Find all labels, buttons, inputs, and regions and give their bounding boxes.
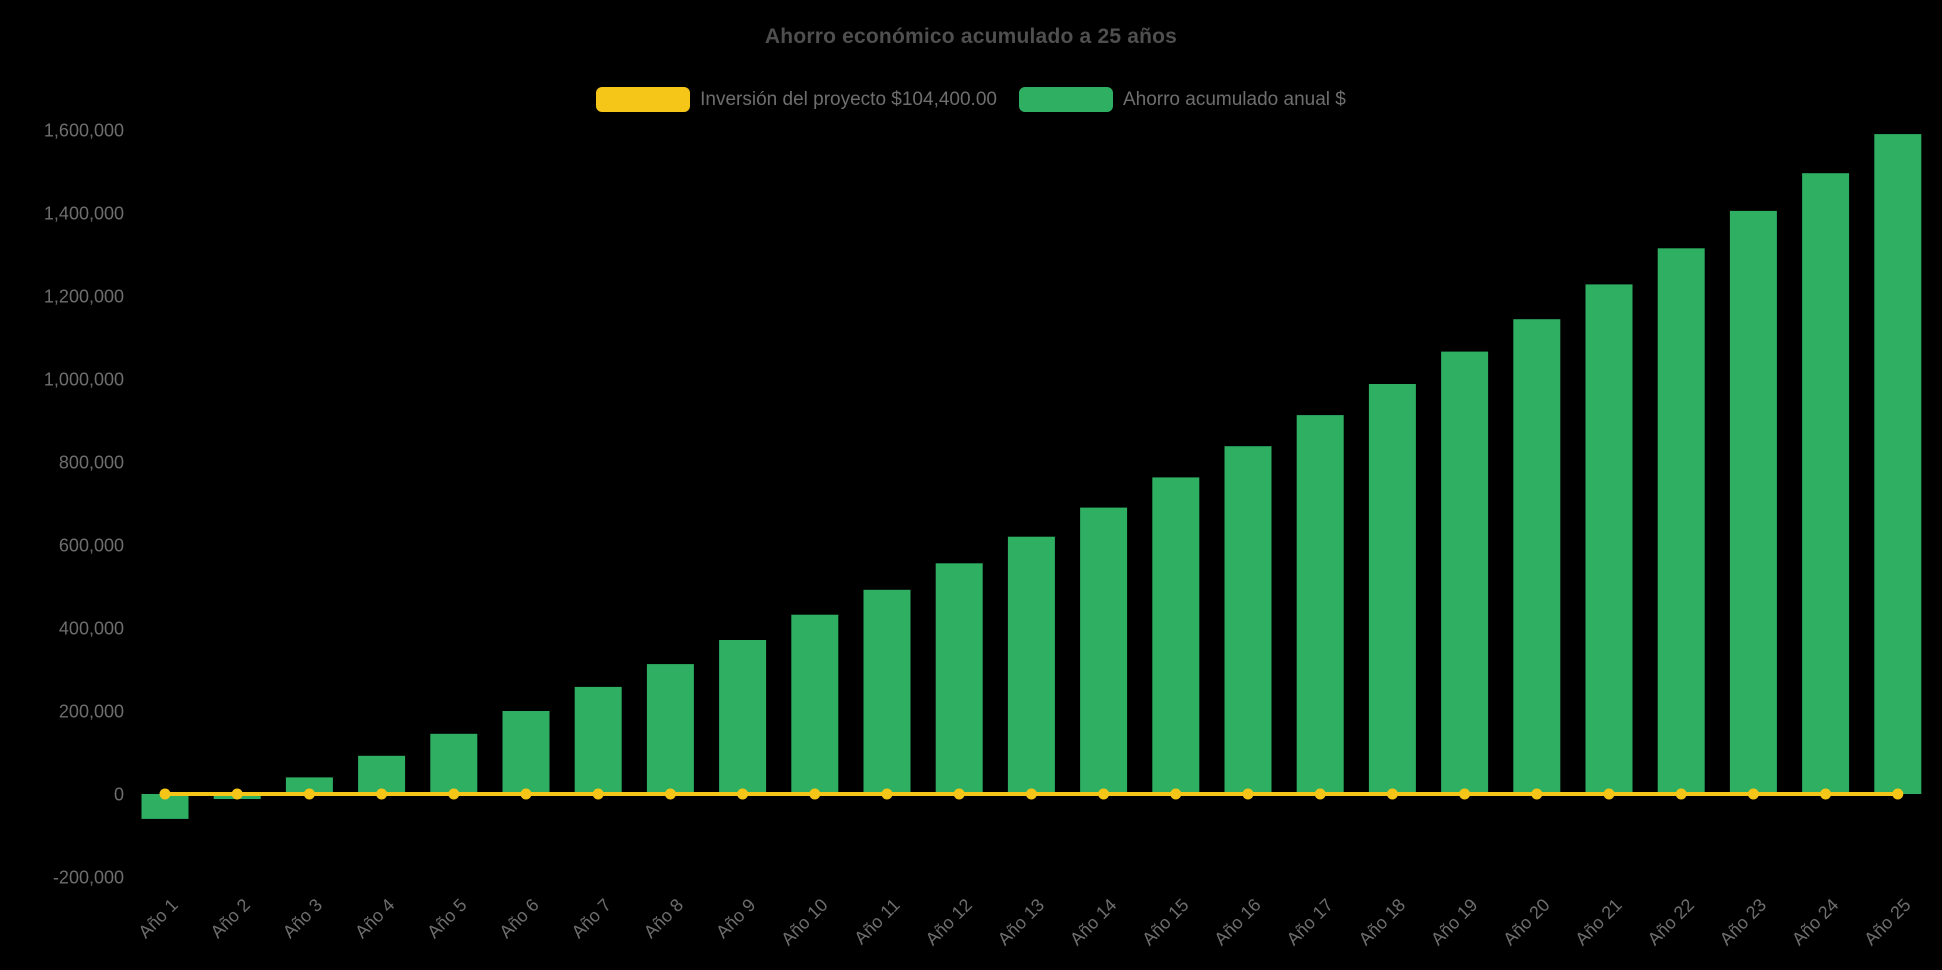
bar-year-10 <box>791 614 839 794</box>
bar-year-9 <box>719 640 767 794</box>
investment-line-point <box>1314 788 1326 800</box>
investment-line-point <box>1459 788 1471 800</box>
bar-year-19 <box>1441 351 1489 794</box>
investment-line-point <box>231 788 243 800</box>
legend-item-savings[interactable]: Ahorro acumulado anual $ <box>1018 87 1346 112</box>
legend-swatch-investment-icon <box>596 87 691 112</box>
bar-year-25 <box>1874 134 1922 795</box>
investment-line-point <box>1170 788 1182 800</box>
x-axis-tick-label: Año 23 <box>1716 895 1770 949</box>
bar-year-23 <box>1729 210 1777 794</box>
legend-label-investment: Inversión del proyecto $104,400.00 <box>700 88 997 110</box>
investment-line-point <box>1747 788 1759 800</box>
x-axis-tick-label: Año 2 <box>207 895 254 942</box>
x-axis-tick-label: Año 14 <box>1066 895 1120 949</box>
bar-year-3 <box>285 777 333 794</box>
x-axis-tick-label: Año 15 <box>1138 895 1192 949</box>
bar-year-22 <box>1657 248 1705 795</box>
x-axis-tick-label: Año 19 <box>1427 895 1481 949</box>
legend-label-savings: Ahorro acumulado anual $ <box>1122 88 1346 110</box>
legend-item-investment[interactable]: Inversión del proyecto $104,400.00 <box>596 87 997 112</box>
x-axis-tick-label: Año 17 <box>1283 895 1337 949</box>
bar-year-4 <box>358 755 406 794</box>
x-axis-tick-label: Año 21 <box>1571 895 1625 949</box>
investment-line-point <box>159 788 171 800</box>
investment-line-point <box>448 788 460 800</box>
x-axis-tick-label: Año 1 <box>134 895 181 942</box>
x-axis-tick-label: Año 13 <box>994 895 1048 949</box>
investment-line-point <box>1025 788 1037 800</box>
investment-line-point <box>1531 788 1543 800</box>
y-axis-tick-label: 200,000 <box>59 702 124 722</box>
investment-line-point <box>809 788 821 800</box>
y-axis-tick-label: -200,000 <box>53 868 124 888</box>
bar-year-20 <box>1513 319 1561 794</box>
x-axis-tick-label: Año 8 <box>640 895 687 942</box>
x-axis-tick-label: Año 10 <box>777 895 831 949</box>
y-axis-tick-label: 1,400,000 <box>44 204 124 224</box>
x-axis-tick-label: Año 11 <box>850 895 904 949</box>
investment-line-point <box>303 788 315 800</box>
investment-line-point <box>1098 788 1110 800</box>
chart-title: Ahorro económico acumulado a 25 años <box>764 25 1178 48</box>
x-axis-tick-label: Año 12 <box>922 895 976 949</box>
x-axis-tick-label: Año 18 <box>1355 895 1409 949</box>
bar-year-14 <box>1080 507 1128 794</box>
investment-line-point <box>664 788 676 800</box>
x-axis-tick-label: Año 6 <box>495 895 542 942</box>
x-axis-tick-label: Año 22 <box>1644 895 1698 949</box>
bar-year-5 <box>430 733 478 794</box>
y-axis-tick-label: 0 <box>114 785 124 805</box>
x-axis-tick-label: Año 24 <box>1788 895 1842 949</box>
x-axis-tick-label: Año 5 <box>423 895 470 942</box>
investment-line-point <box>953 788 965 800</box>
bar-year-7 <box>574 686 622 794</box>
bar-year-11 <box>863 589 911 794</box>
bar-year-6 <box>502 711 550 794</box>
y-axis-tick-label: 800,000 <box>59 453 124 473</box>
investment-line-point <box>1820 788 1832 800</box>
y-axis-tick-label: 600,000 <box>59 536 124 556</box>
chart-legend: Inversión del proyecto $104,400.00 Ahorr… <box>0 87 1942 112</box>
x-axis-tick-label: Año 9 <box>712 895 759 942</box>
investment-line-point <box>1386 788 1398 800</box>
x-axis-tick-label: Año 4 <box>351 895 398 942</box>
bar-year-17 <box>1296 415 1344 794</box>
bar-year-8 <box>646 664 694 794</box>
x-axis-tick-label: Año 25 <box>1860 895 1914 949</box>
y-axis-tick-label: 1,600,000 <box>44 121 124 141</box>
bar-year-16 <box>1224 446 1272 794</box>
investment-line-point <box>1675 788 1687 800</box>
x-axis-tick-label: Año 3 <box>279 895 326 942</box>
investment-line-point <box>881 788 893 800</box>
investment-line-point <box>592 788 604 800</box>
x-axis-tick-label: Año 20 <box>1499 895 1553 949</box>
investment-line-point <box>737 788 749 800</box>
bar-year-21 <box>1585 284 1633 794</box>
legend-swatch-savings-icon <box>1018 87 1113 112</box>
investment-line-point <box>376 788 388 800</box>
y-axis-tick-label: 400,000 <box>59 619 124 639</box>
y-axis-tick-label: 1,000,000 <box>44 370 124 390</box>
bar-year-24 <box>1802 173 1850 794</box>
x-axis-tick-label: Año 16 <box>1210 895 1264 949</box>
investment-line-point <box>1603 788 1615 800</box>
investment-line-point <box>1892 788 1904 800</box>
bar-year-15 <box>1152 477 1200 794</box>
bar-year-18 <box>1368 384 1416 794</box>
bar-year-12 <box>935 563 983 794</box>
investment-line-point <box>1242 788 1254 800</box>
y-axis-tick-label: 1,200,000 <box>44 287 124 307</box>
investment-line-point <box>520 788 532 800</box>
x-axis-tick-label: Año 7 <box>568 895 615 942</box>
bar-year-13 <box>1007 536 1055 794</box>
